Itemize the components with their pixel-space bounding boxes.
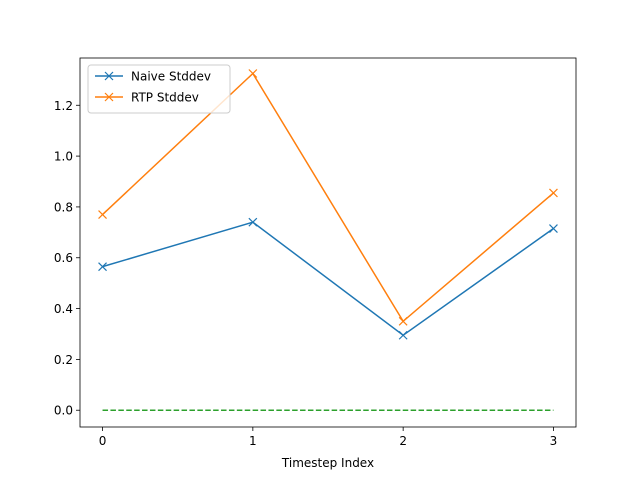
y-tick-label: 1.0	[54, 150, 73, 164]
y-tick-label: 0.0	[54, 404, 73, 418]
x-tick-label: 1	[249, 434, 257, 448]
series-line	[102, 221, 554, 337]
x-tick-label: 3	[550, 434, 558, 448]
series-rtp-stddev	[98, 69, 558, 326]
plot-area	[79, 57, 577, 428]
legend: Naive Stddev RTP Stddev	[87, 64, 231, 114]
x-axis-ticks: 0 1 2 3	[99, 427, 558, 448]
legend-marker	[104, 71, 114, 81]
series-naive-stddev	[98, 217, 558, 340]
data-point	[549, 188, 558, 198]
legend-marker	[104, 92, 114, 102]
legend-label: RTP Stddev	[131, 91, 199, 105]
legend-label: Naive Stddev	[131, 70, 211, 84]
legend-entry: Naive Stddev	[95, 70, 211, 84]
data-point	[398, 330, 408, 340]
y-tick-label: 0.8	[54, 200, 73, 214]
x-tick-label: 2	[399, 434, 407, 448]
y-tick-label: 0.4	[54, 302, 73, 316]
data-point	[248, 217, 258, 227]
x-axis-label: Timestep Index	[281, 456, 374, 470]
legend-box	[87, 64, 231, 114]
data-point	[248, 69, 258, 78]
y-tick-label: 0.2	[54, 353, 73, 367]
legend-entry: RTP Stddev	[95, 91, 199, 105]
y-tick-label: 1.2	[54, 99, 73, 113]
y-axis-ticks: 0.0 0.2 0.4 0.6 0.8 1.0 1.2	[54, 99, 80, 418]
data-point	[98, 210, 107, 219]
data-point	[549, 224, 558, 233]
y-tick-label: 0.6	[54, 251, 73, 265]
series-line	[102, 72, 554, 323]
axes-frame	[79, 57, 577, 428]
data-point	[98, 262, 107, 272]
data-point	[398, 316, 408, 326]
x-tick-label: 0	[99, 434, 107, 448]
series-layer	[98, 69, 558, 411]
